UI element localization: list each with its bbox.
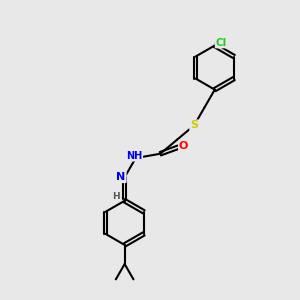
Text: H: H [112,192,120,201]
Text: S: S [190,120,198,130]
Text: O: O [179,141,188,151]
Text: Cl: Cl [216,38,227,47]
Text: NH: NH [126,151,142,161]
Text: N: N [116,172,126,182]
